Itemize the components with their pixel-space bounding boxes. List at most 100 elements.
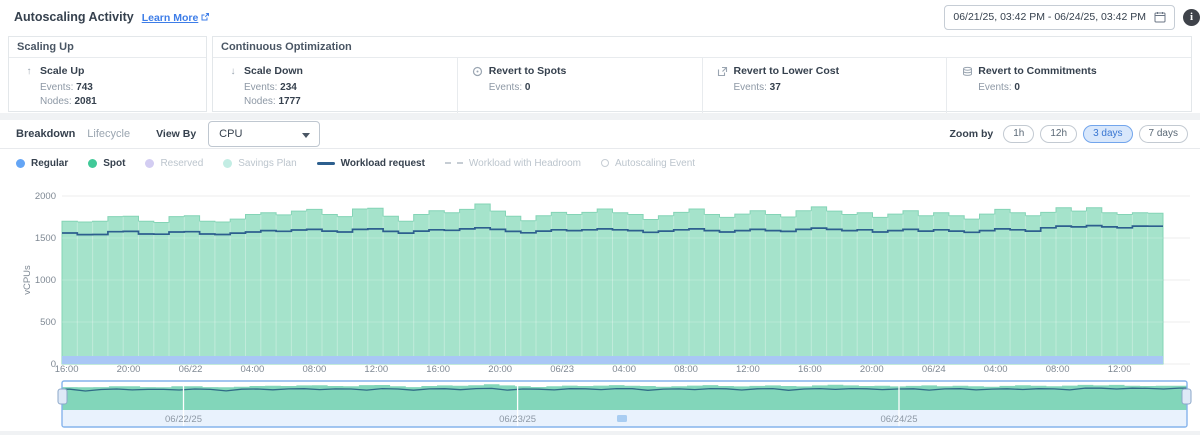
chevron-down-icon	[302, 132, 311, 138]
learn-more-link[interactable]: Learn More	[141, 12, 199, 24]
stat-label: Events:	[40, 82, 74, 93]
stat-card-scale-down: ↓ Scale Down Events: 234 Nodes: 1777	[213, 58, 457, 113]
svg-text:06/22/25: 06/22/25	[165, 414, 202, 425]
layers-icon	[961, 66, 973, 77]
svg-text:20:00: 20:00	[488, 364, 512, 375]
legend-item-savings-plan[interactable]: Savings Plan	[223, 157, 297, 169]
stat-title: Revert to Commitments	[978, 65, 1097, 77]
tab-breakdown[interactable]: Breakdown	[16, 127, 76, 140]
stats-group-title: Continuous Optimization	[213, 37, 1191, 58]
zoom-option-7-days[interactable]: 7 days	[1138, 124, 1188, 143]
stat-title: Scale Down	[244, 65, 303, 77]
stat-value: 743	[76, 82, 93, 93]
svg-text:0: 0	[51, 359, 56, 370]
svg-text:04:00: 04:00	[241, 364, 265, 375]
svg-text:06/24: 06/24	[922, 364, 946, 375]
stat-value: 0	[524, 82, 531, 93]
legend-dot-icon	[88, 158, 98, 168]
stat-card-revert-to-spots: Revert to Spots Events: 0	[456, 58, 702, 113]
stats-group-scaling-up: Scaling Up ↑ Scale Up Events: 743 Nodes: 2…	[8, 36, 207, 112]
zoom-option-3-days[interactable]: 3 days	[1083, 124, 1133, 143]
svg-text:04:00: 04:00	[612, 364, 636, 375]
info-icon[interactable]: i	[1183, 8, 1200, 26]
stat-card-revert-to-commitments: Revert to Commitments Events: 0	[946, 58, 1191, 113]
stats-row: Scaling Up ↑ Scale Up Events: 743 Nodes: 2…	[8, 36, 1192, 113]
stat-label: Events:	[733, 82, 767, 93]
stat-value: 2081	[74, 96, 97, 107]
svg-text:06/23: 06/23	[550, 364, 574, 375]
arrow-up-icon: ↑	[26, 65, 32, 77]
legend-item-workload-request[interactable]: Workload request	[316, 157, 425, 169]
svg-text:500: 500	[40, 317, 56, 328]
svg-text:08:00: 08:00	[1046, 364, 1070, 375]
legend-label: Savings Plan	[238, 157, 297, 169]
brush-right-handle[interactable]	[1181, 388, 1192, 405]
stats-group-title: Scaling Up	[9, 37, 206, 58]
legend-item-autoscaling-event[interactable]: Autoscaling Event	[601, 158, 695, 169]
legend-label: Reserved	[160, 157, 204, 169]
brush-left-handle[interactable]	[57, 388, 68, 405]
stat-title: Revert to Lower Cost	[733, 65, 840, 77]
arrow-up-right-box-icon	[717, 66, 729, 77]
legend-item-reserved[interactable]: Reserved	[145, 158, 203, 169]
view-by-select[interactable]: CPU	[208, 120, 321, 147]
stat-label: Events:	[978, 82, 1012, 93]
date-range-input[interactable]: 06/21/25, 03:42 PM - 06/24/25, 03:42 PM	[944, 4, 1175, 30]
section-separator	[0, 113, 1200, 120]
stat-line: Nodes: 2081	[23, 95, 200, 109]
chart-legend: Regular Spot Reserved Savings Plan Workload …	[16, 154, 1190, 172]
main-chart[interactable]: 0 500 1000 1500 2000 vCPUs 16:00 20:00 06/22 04:0…	[0, 174, 1200, 378]
stat-title: Scale Up	[40, 65, 85, 77]
svg-text:16:00: 16:00	[426, 364, 450, 375]
legend-label: Workload request	[340, 157, 425, 169]
chart-controls: Breakdown Lifecycle View By CPU Zoom by 1…	[0, 120, 1200, 147]
legend-dashed-line-icon	[444, 162, 463, 164]
zoom-option-1h[interactable]: 1h	[1003, 124, 1035, 143]
external-link-icon	[200, 9, 210, 21]
stat-line: Events: 234	[227, 81, 451, 95]
stat-label: Events:	[488, 82, 523, 93]
zoom-option-12h[interactable]: 12h	[1040, 124, 1078, 143]
divider	[0, 148, 1200, 149]
legend-dot-icon	[16, 158, 25, 168]
tab-lifecycle[interactable]: Lifecycle	[87, 127, 131, 140]
stat-line: Nodes: 1777	[227, 95, 451, 109]
svg-text:2000: 2000	[35, 191, 56, 202]
svg-text:08:00: 08:00	[303, 364, 327, 375]
legend-item-spot[interactable]: Spot	[88, 158, 125, 169]
svg-text:06/24/25: 06/24/25	[881, 414, 918, 425]
stat-value: 234	[280, 82, 297, 93]
date-range-value: 06/21/25, 03:42 PM - 06/24/25, 03:42 PM	[953, 11, 1146, 23]
bottom-separator	[0, 431, 1200, 435]
stat-line: Events: 0	[472, 81, 696, 95]
legend-item-workload-with-headroom[interactable]: Workload with Headroom	[444, 157, 582, 169]
legend-dot-icon	[223, 158, 233, 168]
stat-line: Events: 743	[23, 81, 200, 95]
zoom-by-label: Zoom by	[949, 127, 994, 140]
legend-ring-icon	[601, 159, 610, 167]
brush-center-handle[interactable]	[617, 415, 627, 422]
svg-text:08:00: 08:00	[674, 364, 698, 375]
calendar-icon	[1154, 11, 1166, 23]
svg-text:06/23/25: 06/23/25	[499, 414, 536, 425]
legend-dot-icon	[145, 158, 155, 168]
legend-item-regular[interactable]: Regular	[16, 158, 68, 169]
view-by-value: CPU	[219, 127, 243, 140]
svg-text:16:00: 16:00	[55, 364, 79, 375]
chart-minimap-brush[interactable]: 06/22/25 06/23/25 06/24/25	[0, 380, 1200, 432]
stat-value: 0	[1014, 82, 1020, 93]
legend-label: Workload with Headroom	[468, 157, 582, 169]
stat-label: Events:	[244, 82, 278, 93]
stat-value: 1777	[278, 96, 301, 107]
legend-label: Autoscaling Event	[615, 157, 696, 169]
legend-label: Spot	[103, 157, 126, 169]
stat-card-revert-to-lower-cost: Revert to Lower Cost Events: 37	[701, 58, 947, 113]
view-by-label: View By	[156, 127, 197, 140]
stat-value: 37	[769, 82, 781, 93]
svg-text:04:00: 04:00	[984, 364, 1008, 375]
svg-text:1500: 1500	[35, 233, 56, 244]
svg-text:06/22: 06/22	[179, 364, 203, 375]
top-bar: Autoscaling Activity Learn More 06/21/25…	[0, 0, 1200, 34]
svg-text:12:00: 12:00	[736, 364, 760, 375]
